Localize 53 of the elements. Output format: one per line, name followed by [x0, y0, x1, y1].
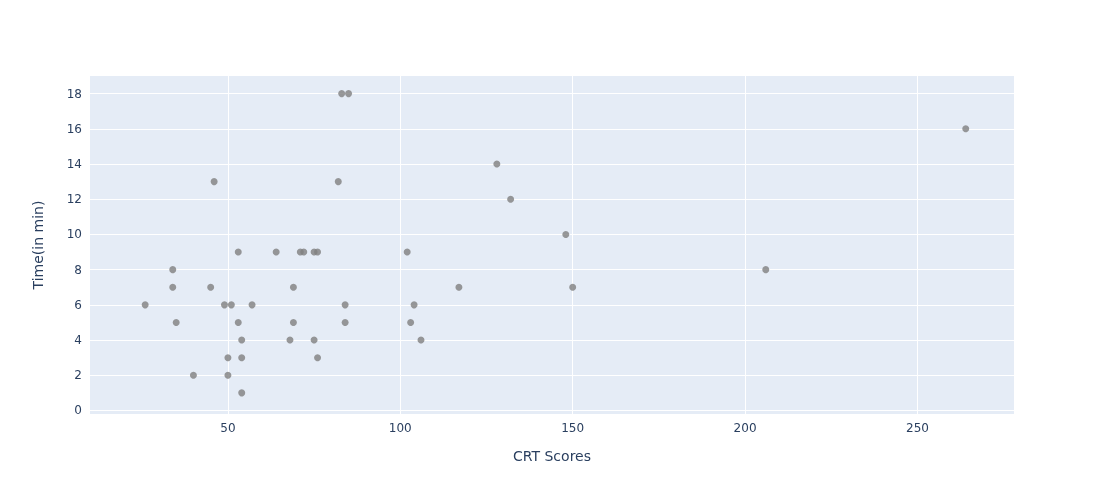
x-tick-label: 250 [906, 421, 929, 435]
y-tick-label: 6 [74, 297, 82, 312]
point [289, 283, 297, 291]
point [238, 389, 246, 397]
y-tick-label: 12 [66, 192, 82, 207]
point [407, 318, 415, 326]
point [207, 283, 215, 291]
point [238, 354, 246, 362]
x-tick-label: 50 [220, 421, 236, 435]
x-tick-label: 150 [561, 421, 585, 435]
point [220, 301, 228, 309]
point [234, 248, 242, 256]
point [224, 354, 232, 362]
x-tick-label: 100 [388, 421, 412, 435]
point [410, 301, 418, 309]
y-axis-title: Time(in min) [30, 200, 46, 291]
point [224, 371, 232, 379]
point [210, 178, 218, 186]
point [403, 248, 411, 256]
point [338, 90, 346, 98]
y-tick-label: 14 [66, 157, 82, 172]
point [169, 266, 177, 274]
point [341, 318, 349, 326]
point [569, 283, 577, 291]
point [189, 371, 197, 379]
y-tick-label: 8 [74, 262, 82, 277]
point [455, 283, 463, 291]
x-tick-label: 200 [733, 421, 757, 435]
y-tick-label: 0 [74, 403, 82, 418]
point [334, 178, 342, 186]
point [314, 354, 322, 362]
point [169, 283, 177, 291]
y-tick-label: 10 [66, 227, 82, 242]
point [141, 301, 149, 309]
y-tick-label: 18 [66, 86, 82, 101]
point [289, 318, 297, 326]
point [272, 248, 280, 256]
point [562, 230, 570, 238]
point [227, 301, 235, 309]
y-tick-label: 4 [74, 333, 82, 348]
point [962, 125, 970, 133]
y-tick-label: 16 [66, 121, 82, 136]
point [238, 336, 246, 344]
y-tick-label: 2 [74, 368, 82, 383]
point [300, 248, 308, 256]
point [172, 318, 180, 326]
point [345, 90, 353, 98]
point [762, 266, 770, 274]
point [234, 318, 242, 326]
point [341, 301, 349, 309]
x-axis-title: CRT Scores [513, 448, 591, 464]
point [314, 248, 322, 256]
point [507, 195, 515, 203]
